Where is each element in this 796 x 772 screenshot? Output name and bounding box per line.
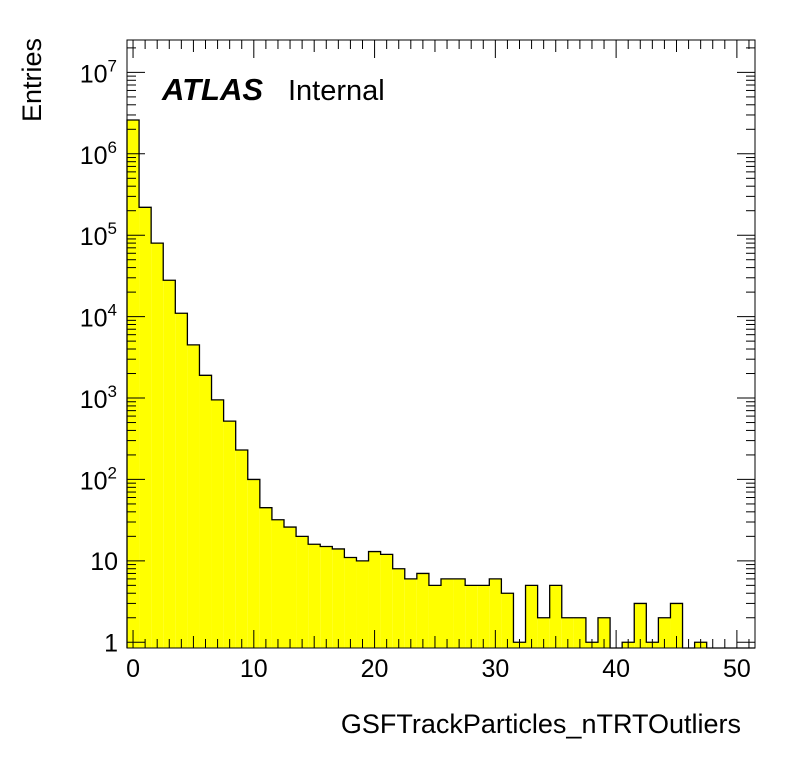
x-tick-label: 0: [126, 655, 140, 683]
histogram-bar: [271, 519, 284, 648]
histogram-bar: [392, 568, 405, 648]
internal-label: Internal: [288, 75, 385, 107]
histogram-bar: [211, 399, 224, 648]
tick-labels: 0 10 20 30 40 50 1 10 102 103 104 105 106 107: [80, 56, 751, 683]
histogram-bar: [235, 449, 248, 648]
atlas-label: ATLAS: [161, 72, 263, 107]
histogram-bar: [658, 617, 671, 648]
histogram-bar: [549, 585, 562, 648]
histogram-bar: [163, 280, 176, 648]
histogram-bar: [404, 578, 417, 648]
histogram-bar: [416, 573, 429, 648]
histogram-bar: [537, 617, 550, 648]
histogram-bar: [561, 617, 574, 648]
histogram-bars: [126, 119, 755, 649]
histogram-bar: [199, 375, 212, 648]
x-axis-title: GSFTrackParticles_nTRTOutliers: [341, 709, 741, 739]
histogram-bar: [380, 554, 393, 648]
y-tick-label: 1: [104, 629, 118, 657]
histogram-bar: [670, 603, 683, 648]
histogram-bar: [127, 120, 140, 648]
x-tick-label: 40: [602, 655, 630, 683]
x-tick-label: 30: [481, 655, 509, 683]
histogram-bar: [573, 617, 586, 648]
y-tick-label: 103: [80, 382, 117, 414]
histogram-outline: [126, 119, 755, 649]
histogram-bar: [441, 578, 454, 648]
y-tick-label: 107: [80, 56, 117, 88]
y-tick-label: 106: [80, 138, 117, 170]
x-tick-label: 10: [240, 655, 268, 683]
y-tick-label: 10: [90, 548, 118, 576]
y-tick-label: 105: [80, 219, 117, 251]
histogram-bar: [308, 544, 321, 648]
histogram-bar: [284, 527, 297, 648]
histogram-bar: [223, 421, 236, 648]
histogram-bar: [428, 585, 441, 648]
histogram-bar: [477, 585, 490, 648]
histogram-bar: [344, 557, 357, 648]
histogram-bar: [247, 479, 260, 648]
histogram-bar: [501, 593, 514, 648]
plot-frame: [126, 39, 756, 649]
histogram-bar: [187, 344, 200, 648]
histogram-bar: [139, 207, 152, 648]
axis-ticks: [127, 40, 755, 648]
histogram-bar: [332, 548, 345, 648]
histogram-bar: [296, 536, 309, 648]
histogram-bar: [151, 243, 164, 648]
histogram-bar: [465, 585, 478, 648]
histogram-bar: [368, 551, 381, 648]
y-axis-title: Entries: [17, 38, 47, 122]
histogram-bar: [259, 507, 272, 648]
histogram-bar: [175, 313, 188, 648]
histogram-bar: [489, 578, 502, 648]
y-tick-label: 104: [80, 301, 117, 333]
histogram-bar: [320, 546, 333, 648]
histogram-bar: [356, 560, 369, 648]
x-tick-label: 20: [361, 655, 389, 683]
histogram-bar: [634, 603, 647, 648]
histogram-bar: [598, 617, 611, 648]
y-tick-label: 102: [80, 463, 117, 495]
histogram-bar: [453, 578, 466, 648]
x-tick-label: 50: [723, 655, 751, 683]
histogram-bar: [525, 585, 538, 648]
